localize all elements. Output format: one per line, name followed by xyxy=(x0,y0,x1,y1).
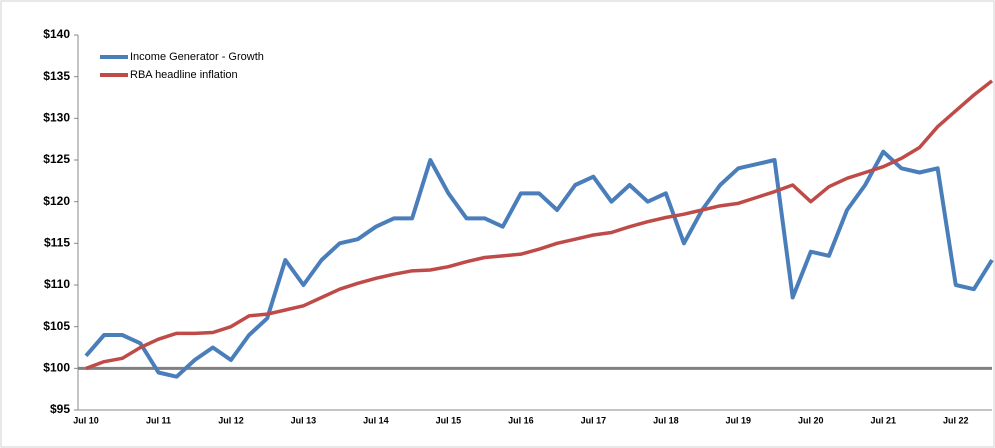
x-tick-label: Jul 11 xyxy=(146,415,171,425)
y-tick-label: $100 xyxy=(43,361,70,375)
x-tick-label: Jul 17 xyxy=(581,415,607,425)
y-tick-label: $140 xyxy=(43,27,70,41)
legend-label: RBA headline inflation xyxy=(130,69,238,81)
x-tick-label: Jul 19 xyxy=(726,415,752,425)
x-tick-label: Jul 14 xyxy=(363,415,389,425)
legend-label: Income Generator - Growth xyxy=(130,51,264,63)
x-tick-label: Jul 20 xyxy=(798,415,824,425)
series-line xyxy=(85,79,994,370)
series-line xyxy=(84,149,994,379)
x-tick-label: Jul 22 xyxy=(943,415,969,425)
y-tick-label: $120 xyxy=(43,194,70,208)
y-tick-label: $115 xyxy=(44,236,70,250)
y-tick-label: $110 xyxy=(44,277,70,291)
x-tick-label: Jul 15 xyxy=(436,415,462,425)
x-tick-label: Jul 21 xyxy=(871,415,897,425)
x-tick-label: Jul 12 xyxy=(218,415,244,425)
y-tick-label: $125 xyxy=(43,152,70,166)
y-tick-label: $95 xyxy=(50,402,70,416)
x-tick-label: Jul 18 xyxy=(653,415,679,425)
x-tick-label: Jul 13 xyxy=(291,415,317,425)
y-tick-label: $130 xyxy=(43,111,70,125)
x-tick-label: Jul 10 xyxy=(73,415,99,425)
y-tick-label: $105 xyxy=(43,319,70,333)
y-tick-label: $135 xyxy=(43,69,70,83)
x-tick-label: Jul 16 xyxy=(508,415,534,425)
